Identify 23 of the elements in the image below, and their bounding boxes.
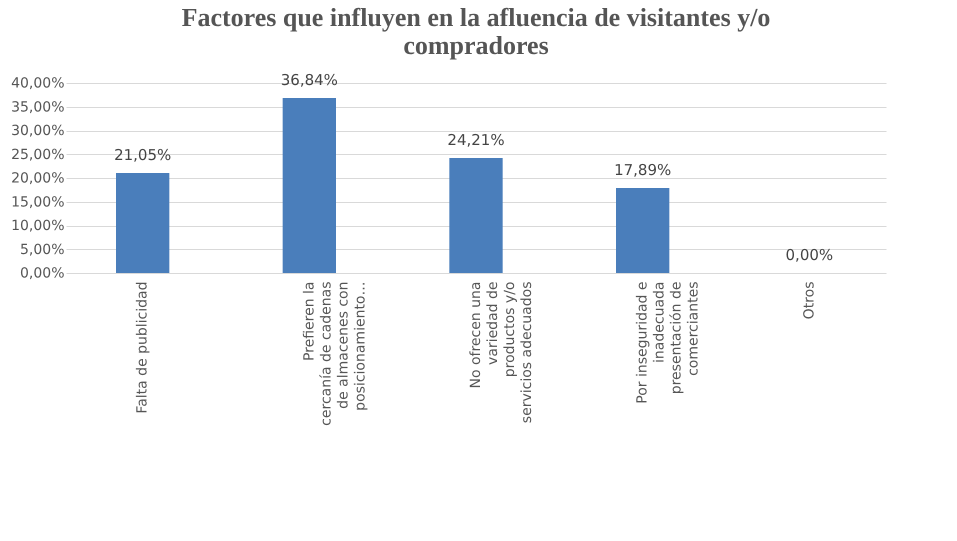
x-tick-label: Falta de publicidad xyxy=(134,282,151,414)
data-label: 24,21% xyxy=(447,131,505,150)
y-tick-label: 25,00% xyxy=(11,146,64,163)
y-tick-label: 40,00% xyxy=(11,76,64,92)
data-label: 0,00% xyxy=(786,246,834,264)
bar xyxy=(616,188,670,273)
data-label: 36,84% xyxy=(280,71,338,90)
bar xyxy=(449,158,503,273)
chart-title: Factores que influyen en la afluencia de visitantes y/o compradores xyxy=(182,3,770,60)
y-tick-label: 30,00% xyxy=(11,123,64,139)
bar xyxy=(282,98,336,273)
y-tick-label: 5,00% xyxy=(20,242,64,258)
data-label: 17,89% xyxy=(614,161,672,180)
x-tick-label: Prefieren la cercanía de cadenas de almacenes con posicionamiento… xyxy=(301,282,368,426)
bar xyxy=(116,173,170,273)
y-tick-label: 15,00% xyxy=(11,194,64,210)
y-tick-label: 35,00% xyxy=(11,99,64,116)
data-label: 21,05% xyxy=(114,146,172,164)
y-tick-label: 20,00% xyxy=(11,170,64,186)
x-tick-label: Otros xyxy=(801,282,818,320)
y-tick-label: 0,00% xyxy=(20,266,64,282)
y-tick-label: 10,00% xyxy=(11,218,64,234)
x-tick-label: Por inseguridad e inadecuada presentación de comerciantes xyxy=(634,282,702,404)
